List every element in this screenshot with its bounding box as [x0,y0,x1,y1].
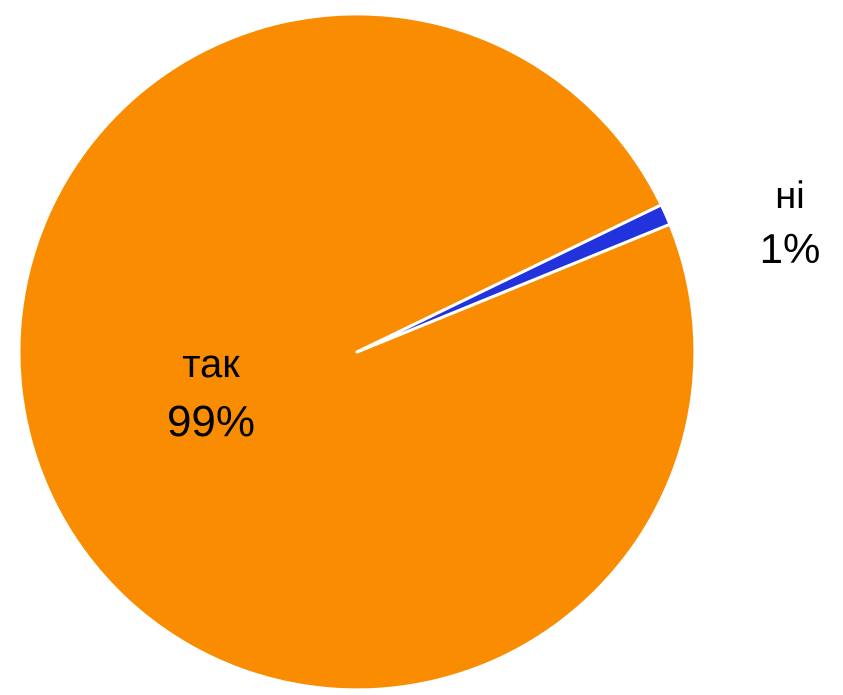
slice-percent-ni: 1% [760,225,821,272]
slice-label-ni: ні [775,175,804,217]
labels-layer: так 99% ні 1% [167,175,820,446]
slices-layer [17,12,697,692]
pie-slice-ni [355,203,672,354]
slice-label-tak: так [182,342,240,386]
slice-percent-tak: 99% [167,397,255,446]
